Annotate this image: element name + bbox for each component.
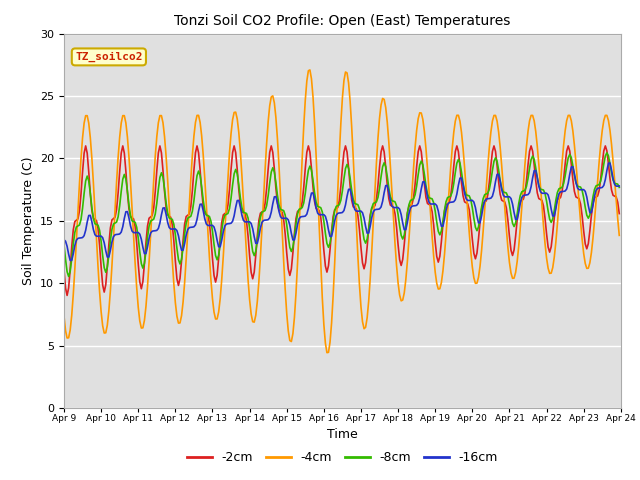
X-axis label: Time: Time (327, 428, 358, 441)
Title: Tonzi Soil CO2 Profile: Open (East) Temperatures: Tonzi Soil CO2 Profile: Open (East) Temp… (174, 14, 511, 28)
Text: TZ_soilco2: TZ_soilco2 (75, 52, 143, 62)
Y-axis label: Soil Temperature (C): Soil Temperature (C) (22, 156, 35, 285)
Legend: -2cm, -4cm, -8cm, -16cm: -2cm, -4cm, -8cm, -16cm (182, 446, 503, 469)
